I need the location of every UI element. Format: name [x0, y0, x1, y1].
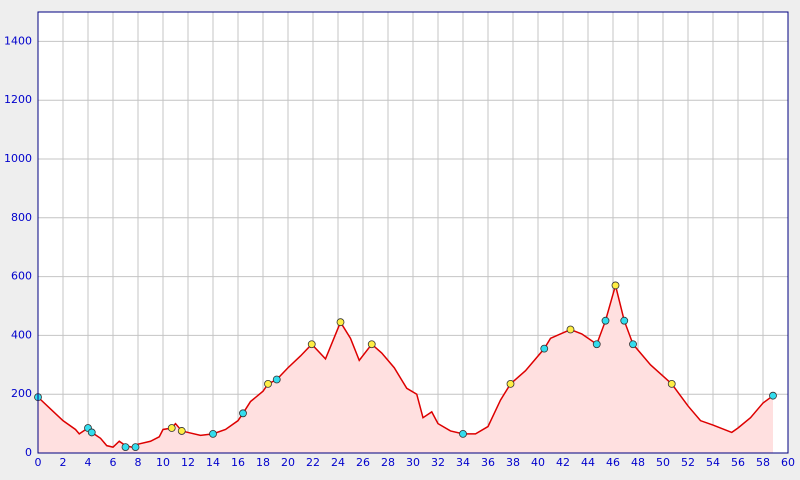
waypoint-marker — [566, 325, 575, 334]
x-tick-label: 0 — [35, 456, 42, 469]
elevation-line — [37, 282, 774, 448]
y-tick-label: 1000 — [4, 152, 32, 165]
y-tick-label: 0 — [25, 446, 32, 459]
waypoint-marker — [239, 409, 247, 418]
x-tick-label: 26 — [356, 456, 370, 469]
x-tick-label: 22 — [306, 456, 320, 469]
waypoint-marker — [629, 340, 637, 349]
x-tick-label: 8 — [135, 456, 142, 469]
waypoint-marker — [540, 344, 549, 353]
waypoint-marker — [131, 443, 140, 452]
x-tick-label: 60 — [781, 456, 795, 469]
waypoint-marker — [167, 424, 176, 432]
x-tick-label: 6 — [110, 456, 117, 469]
waypoint-marker — [592, 340, 601, 349]
x-tick-label: 42 — [556, 456, 570, 469]
x-tick-label: 36 — [481, 456, 495, 469]
x-tick-label: 34 — [456, 456, 470, 469]
plot-border — [37, 11, 789, 454]
waypoint-marker — [209, 429, 217, 438]
waypoint-marker — [272, 375, 281, 384]
x-tick-label: 58 — [756, 456, 770, 469]
x-tick-label: 20 — [281, 456, 295, 469]
y-tick-label: 200 — [11, 387, 32, 400]
waypoint-marker — [177, 427, 186, 435]
x-tick-label: 56 — [731, 456, 745, 469]
x-tick-label: 4 — [85, 456, 92, 469]
x-tick-label: 32 — [431, 456, 445, 469]
waypoint-marker — [336, 318, 345, 327]
x-tick-label: 54 — [706, 456, 720, 469]
x-tick-label: 40 — [531, 456, 545, 469]
waypoint-marker — [264, 380, 272, 388]
x-tick-label: 24 — [331, 456, 345, 469]
x-tick-label: 2 — [60, 456, 67, 469]
waypoint-marker — [307, 340, 316, 349]
y-tick-label: 800 — [11, 211, 32, 224]
area-fill — [38, 285, 773, 453]
x-tick-label: 38 — [506, 456, 520, 469]
y-tick-label: 1400 — [4, 34, 32, 47]
y-tick-label: 1200 — [4, 93, 32, 106]
x-tick-label: 52 — [681, 456, 695, 469]
x-tick-label: 16 — [231, 456, 245, 469]
x-tick-label: 30 — [406, 456, 420, 469]
waypoint-marker — [601, 316, 610, 325]
waypoint-marker — [769, 391, 777, 400]
x-tick-label: 48 — [631, 456, 645, 469]
x-tick-label: 14 — [206, 456, 220, 469]
x-tick-label: 12 — [181, 456, 195, 469]
x-tick-label: 18 — [256, 456, 270, 469]
waypoint-marker — [620, 316, 629, 325]
y-tick-label: 400 — [11, 328, 32, 341]
waypoint-marker — [87, 428, 96, 437]
x-tick-label: 44 — [581, 456, 595, 469]
x-tick-label: 50 — [656, 456, 670, 469]
x-tick-label: 28 — [381, 456, 395, 469]
waypoint-marker — [121, 443, 130, 452]
y-tick-label: 600 — [11, 270, 32, 283]
x-tick-label: 10 — [156, 456, 170, 469]
x-tick-label: 46 — [606, 456, 620, 469]
waypoint-marker — [459, 429, 467, 438]
waypoint-marker — [667, 380, 676, 388]
waypoint-marker — [506, 380, 515, 388]
waypoint-marker — [367, 340, 376, 349]
waypoint-marker — [611, 281, 620, 290]
